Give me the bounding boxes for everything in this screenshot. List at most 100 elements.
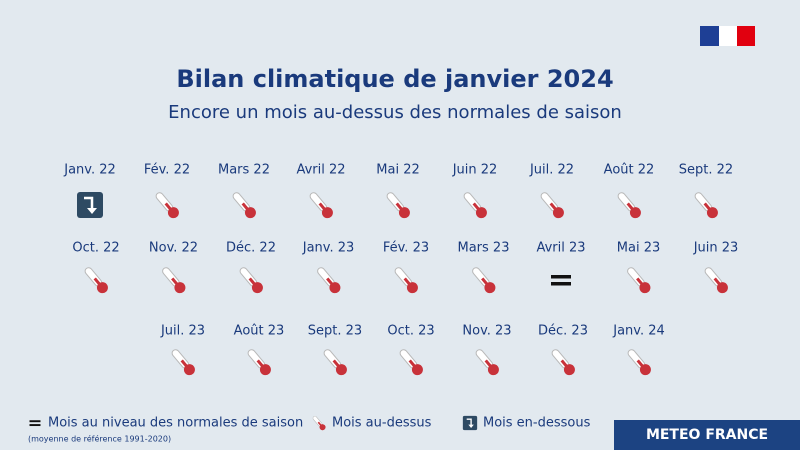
month-icon: [155, 192, 179, 219]
legend-label: Mois au niveau des normales de saison: [48, 416, 303, 431]
month-label: Mars 23: [458, 241, 510, 256]
thermometer-icon: [84, 267, 108, 294]
month-icon: [540, 192, 564, 219]
legend-label: Mois en-dessous: [483, 416, 591, 431]
thermometer-icon: [309, 192, 333, 219]
brand-box: [614, 420, 800, 450]
month-label: Fév. 23: [383, 241, 429, 256]
thermometer-icon: [386, 192, 410, 219]
month-icon: [317, 267, 341, 294]
thermometer-icon: [540, 192, 564, 219]
month-label: Mai 23: [617, 241, 660, 256]
flag-white: [719, 26, 737, 46]
thermometer-bulb: [716, 282, 728, 294]
equal-bar: [29, 420, 41, 423]
month-icon: [386, 192, 410, 219]
footnote: (moyenne de référence 1991-2020): [28, 434, 171, 444]
thermometer-icon: [704, 267, 728, 294]
month-icon: [551, 349, 575, 376]
thermometer-icon: [551, 349, 575, 376]
month-icon: [472, 267, 496, 294]
thermometer-bulb: [706, 207, 718, 219]
month-label: Août 22: [604, 163, 655, 178]
thermometer-bulb: [335, 364, 347, 376]
thermometer-bulb: [321, 207, 333, 219]
thermometer-bulb: [484, 282, 496, 294]
month-icon: [239, 267, 263, 294]
thermometer-bulb: [639, 364, 651, 376]
month-icon: [171, 349, 195, 376]
thermometer-icon: [232, 192, 256, 219]
arrow-head: [468, 424, 474, 428]
thermometer-icon: [694, 192, 718, 219]
month-label: Juin 23: [693, 241, 739, 256]
arrow-box: [462, 415, 478, 431]
month-icon: [394, 267, 418, 294]
month-icon: [463, 192, 487, 219]
month-label: Juil. 22: [529, 163, 574, 178]
month-icon: [475, 349, 499, 376]
month-icon: [323, 349, 347, 376]
month-label: Sept. 23: [308, 324, 362, 339]
month-icon: [162, 267, 186, 294]
equal-bar: [29, 424, 41, 427]
month-label: Mars 22: [218, 163, 270, 178]
thermometer-bulb: [329, 282, 341, 294]
month-label: Août 23: [234, 324, 285, 339]
month-icon: [694, 192, 718, 219]
thermometer-icon: [399, 349, 423, 376]
thermometer-bulb: [244, 207, 256, 219]
thermometer-icon: [312, 415, 326, 431]
thermometer-icon: [247, 349, 271, 376]
month-label: Juil. 23: [160, 324, 205, 339]
month-label: Juin 22: [452, 163, 498, 178]
flag-red: [737, 26, 755, 46]
thermometer-icon: [475, 349, 499, 376]
thermometer-icon: [239, 267, 263, 294]
month-icon: [627, 349, 651, 376]
month-label: Janv. 23: [302, 241, 355, 256]
month-label: Oct. 22: [72, 241, 119, 256]
month-label: Avril 22: [296, 163, 345, 178]
thermometer-icon: [394, 267, 418, 294]
month-label: Nov. 22: [149, 241, 198, 256]
month-label: Oct. 23: [387, 324, 434, 339]
month-icon: [399, 349, 423, 376]
title: Bilan climatique de janvier 2024: [176, 65, 613, 93]
arrow-head: [87, 208, 97, 214]
thermometer-bulb: [259, 364, 271, 376]
month-icon: [617, 192, 641, 219]
month-label: Janv. 24: [612, 324, 665, 339]
thermometer-bulb: [183, 364, 195, 376]
thermometer-icon: [323, 349, 347, 376]
equal-bar: [551, 282, 571, 286]
month-icon: [627, 267, 651, 294]
thermometer-bulb: [96, 282, 108, 294]
thermometer-bulb: [475, 207, 487, 219]
month-label: Déc. 22: [226, 241, 276, 256]
month-label: Nov. 23: [462, 324, 511, 339]
legend-icon: [462, 415, 478, 431]
thermometer-icon: [463, 192, 487, 219]
month-label: Avril 23: [536, 241, 585, 256]
month-label: Mai 22: [376, 163, 419, 178]
arrow-box: [77, 192, 103, 218]
thermometer-icon: [171, 349, 195, 376]
equal-bar: [551, 275, 571, 279]
thermometer-icon: [627, 267, 651, 294]
month-icon: [232, 192, 256, 219]
month-icon: [247, 349, 271, 376]
flag: [700, 26, 755, 46]
subtitle: Encore un mois au-dessus des normales de…: [168, 102, 622, 123]
flag-blue: [700, 26, 719, 46]
month-label: Fév. 22: [144, 163, 190, 178]
legend-icon: [29, 420, 41, 427]
thermometer-bulb: [639, 282, 651, 294]
month-icon: [77, 192, 103, 218]
month-icon: [309, 192, 333, 219]
thermometer-bulb: [174, 282, 186, 294]
month-label: Déc. 23: [538, 324, 588, 339]
brand: METEO FRANCE: [646, 427, 768, 443]
month-label: Janv. 22: [63, 163, 116, 178]
